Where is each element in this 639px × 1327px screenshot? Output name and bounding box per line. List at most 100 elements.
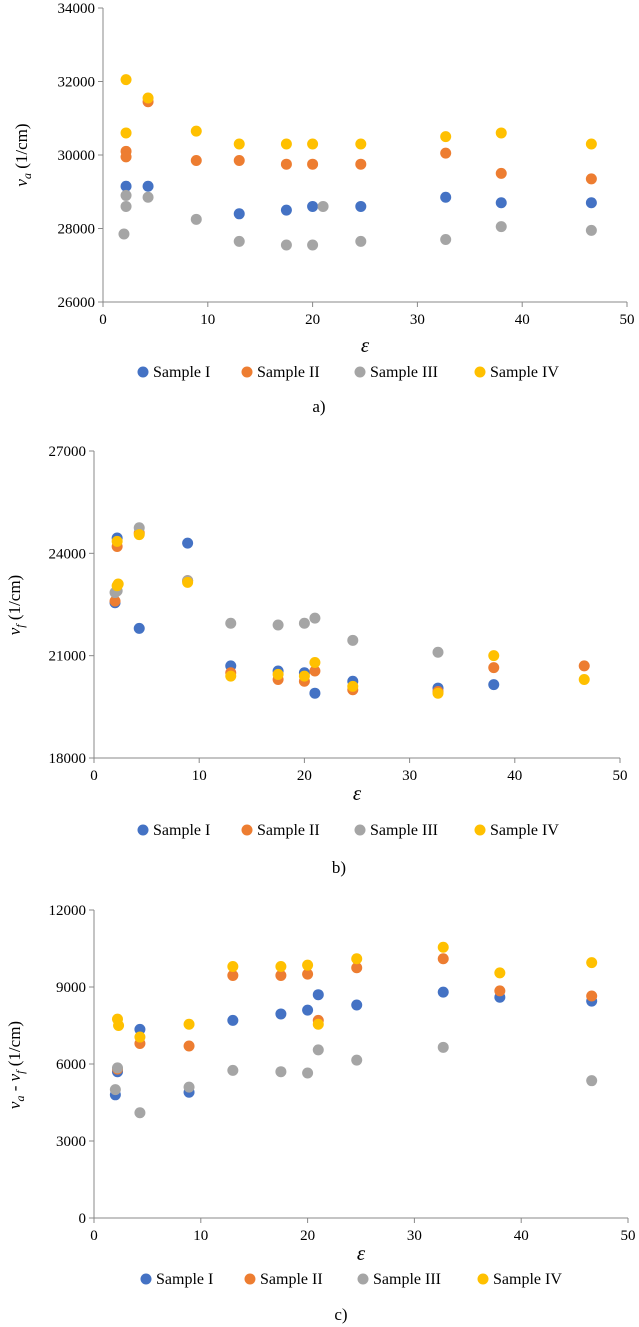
- data-point-c-series-4: [227, 960, 239, 972]
- y-tick-label-b: 21000: [49, 649, 87, 665]
- legend-label-c-2: Sample II: [260, 1271, 323, 1288]
- data-point-c-series-4: [312, 1018, 324, 1030]
- data-point-a-series-1: [440, 191, 452, 203]
- data-point-a-series-1: [307, 200, 319, 212]
- data-point-a-series-4: [355, 138, 367, 150]
- y-tick-label-c: 12000: [49, 903, 87, 919]
- legend-label-a-1: Sample I: [153, 364, 210, 381]
- data-point-a-series-2: [585, 173, 597, 185]
- y-tick-label-a: 30000: [58, 148, 96, 164]
- data-point-b-series-4: [272, 668, 284, 680]
- data-point-c-series-2: [586, 990, 598, 1002]
- x-tick-label-b: 50: [613, 768, 628, 784]
- y-tick-label-b: 18000: [49, 751, 87, 767]
- x-tick-label-c: 10: [193, 1228, 208, 1244]
- data-point-a-series-2: [120, 151, 132, 163]
- data-point-c-series-4: [437, 941, 449, 953]
- data-point-a-series-4: [440, 131, 452, 143]
- y-tick-label-a: 26000: [58, 295, 96, 311]
- data-point-a-series-4: [142, 92, 154, 104]
- x-tick-label-a: 20: [305, 312, 320, 328]
- legend-marker-a-2: [241, 366, 253, 378]
- data-point-c-series-2: [302, 968, 314, 980]
- data-point-c-series-2: [275, 969, 287, 981]
- data-point-a-series-1: [355, 200, 367, 212]
- y-axis-label-b: vf (1/cm): [5, 575, 27, 635]
- data-point-c-series-4: [494, 967, 506, 979]
- data-point-c-series-3: [109, 1084, 121, 1096]
- data-point-a-series-2: [190, 155, 202, 167]
- data-point-a-series-4: [495, 127, 507, 139]
- x-tick-label-a: 40: [515, 312, 530, 328]
- legend-label-c-1: Sample I: [156, 1271, 213, 1288]
- y-tick-label-a: 28000: [58, 222, 96, 238]
- data-point-a-series-2: [233, 155, 245, 167]
- data-point-a-series-3: [355, 235, 367, 247]
- data-point-b-series-3: [347, 634, 359, 646]
- chart-panel-a: 26000 28000 30000 32000 34000 0 10 20 30 40 50 Sam…: [12, 1, 635, 416]
- data-point-c-series-1: [134, 1023, 146, 1035]
- data-point-c-series-1: [437, 986, 449, 998]
- data-point-b-series-2: [578, 660, 590, 672]
- data-point-a-series-1: [585, 197, 597, 209]
- data-point-c-series-1: [275, 1008, 287, 1020]
- data-point-a-series-4: [120, 74, 132, 86]
- x-tick-label-b: 30: [402, 768, 417, 784]
- data-point-c-series-4: [351, 953, 363, 965]
- data-point-c-series-2: [227, 969, 239, 981]
- legend-marker-c-2: [244, 1273, 256, 1285]
- x-tick-label-c: 0: [90, 1228, 98, 1244]
- x-tick-label-b: 20: [297, 768, 312, 784]
- y-axis-label-c: va - vf (1/cm): [5, 1021, 27, 1109]
- legend-marker-b-2: [241, 824, 253, 836]
- legend-marker-c-1: [140, 1273, 152, 1285]
- data-point-c-series-1: [351, 999, 363, 1011]
- data-point-c-series-2: [183, 1040, 195, 1052]
- y-tick-label-c: 0: [79, 1211, 87, 1227]
- data-point-a-series-4: [120, 127, 132, 139]
- data-point-a-series-4: [307, 138, 319, 150]
- y-tick-label-a: 32000: [58, 75, 96, 91]
- data-point-b-series-4: [111, 535, 123, 547]
- x-tick-label-a: 30: [410, 312, 425, 328]
- x-tick-label-c: 30: [407, 1228, 422, 1244]
- x-tick-label-b: 10: [192, 768, 207, 784]
- chart-panel-b: 18000 21000 24000 27000 0 10 20 30 40 50 Sample I…: [5, 444, 628, 877]
- data-point-b-series-3: [225, 617, 237, 629]
- legend-marker-a-3: [354, 366, 366, 378]
- data-point-c-series-3: [183, 1081, 195, 1093]
- data-point-a-series-4: [585, 138, 597, 150]
- data-point-c-series-3: [134, 1107, 146, 1119]
- data-point-a-series-3: [120, 200, 132, 212]
- data-point-a-series-2: [307, 158, 319, 170]
- data-point-a-series-3: [495, 221, 507, 233]
- legend-label-b-1: Sample I: [153, 822, 210, 839]
- data-point-a-series-3: [317, 200, 329, 212]
- data-point-a-series-3: [307, 239, 319, 251]
- data-point-c-series-2: [494, 985, 506, 997]
- data-point-a-series-2: [280, 158, 292, 170]
- data-point-a-series-1: [142, 180, 154, 192]
- data-point-b-series-4: [225, 670, 237, 682]
- caption-a: a): [312, 397, 325, 416]
- data-point-b-series-4: [112, 578, 124, 590]
- caption-b: b): [332, 858, 346, 877]
- data-point-b-series-2: [309, 665, 321, 677]
- data-point-c-series-3: [302, 1067, 314, 1079]
- data-point-c-series-1: [227, 1014, 239, 1026]
- chart-panel-c: 0 3000 6000 9000 12000 0 10 20 30 40 50 Sample I Sa…: [5, 903, 636, 1324]
- data-point-a-series-1: [233, 208, 245, 220]
- x-tick-label-c: 50: [621, 1228, 636, 1244]
- data-point-b-series-1: [488, 679, 500, 691]
- data-point-c-series-4: [586, 957, 598, 969]
- data-point-b-series-4: [182, 576, 194, 588]
- data-point-c-series-3: [351, 1054, 363, 1066]
- data-point-c-series-4: [113, 1020, 125, 1031]
- data-point-c-series-4: [183, 1018, 195, 1030]
- data-point-a-series-3: [440, 234, 452, 246]
- data-point-c-series-4: [302, 959, 314, 971]
- caption-c: c): [334, 1305, 347, 1324]
- data-point-a-series-4: [280, 138, 292, 150]
- legend-marker-c-3: [357, 1273, 369, 1285]
